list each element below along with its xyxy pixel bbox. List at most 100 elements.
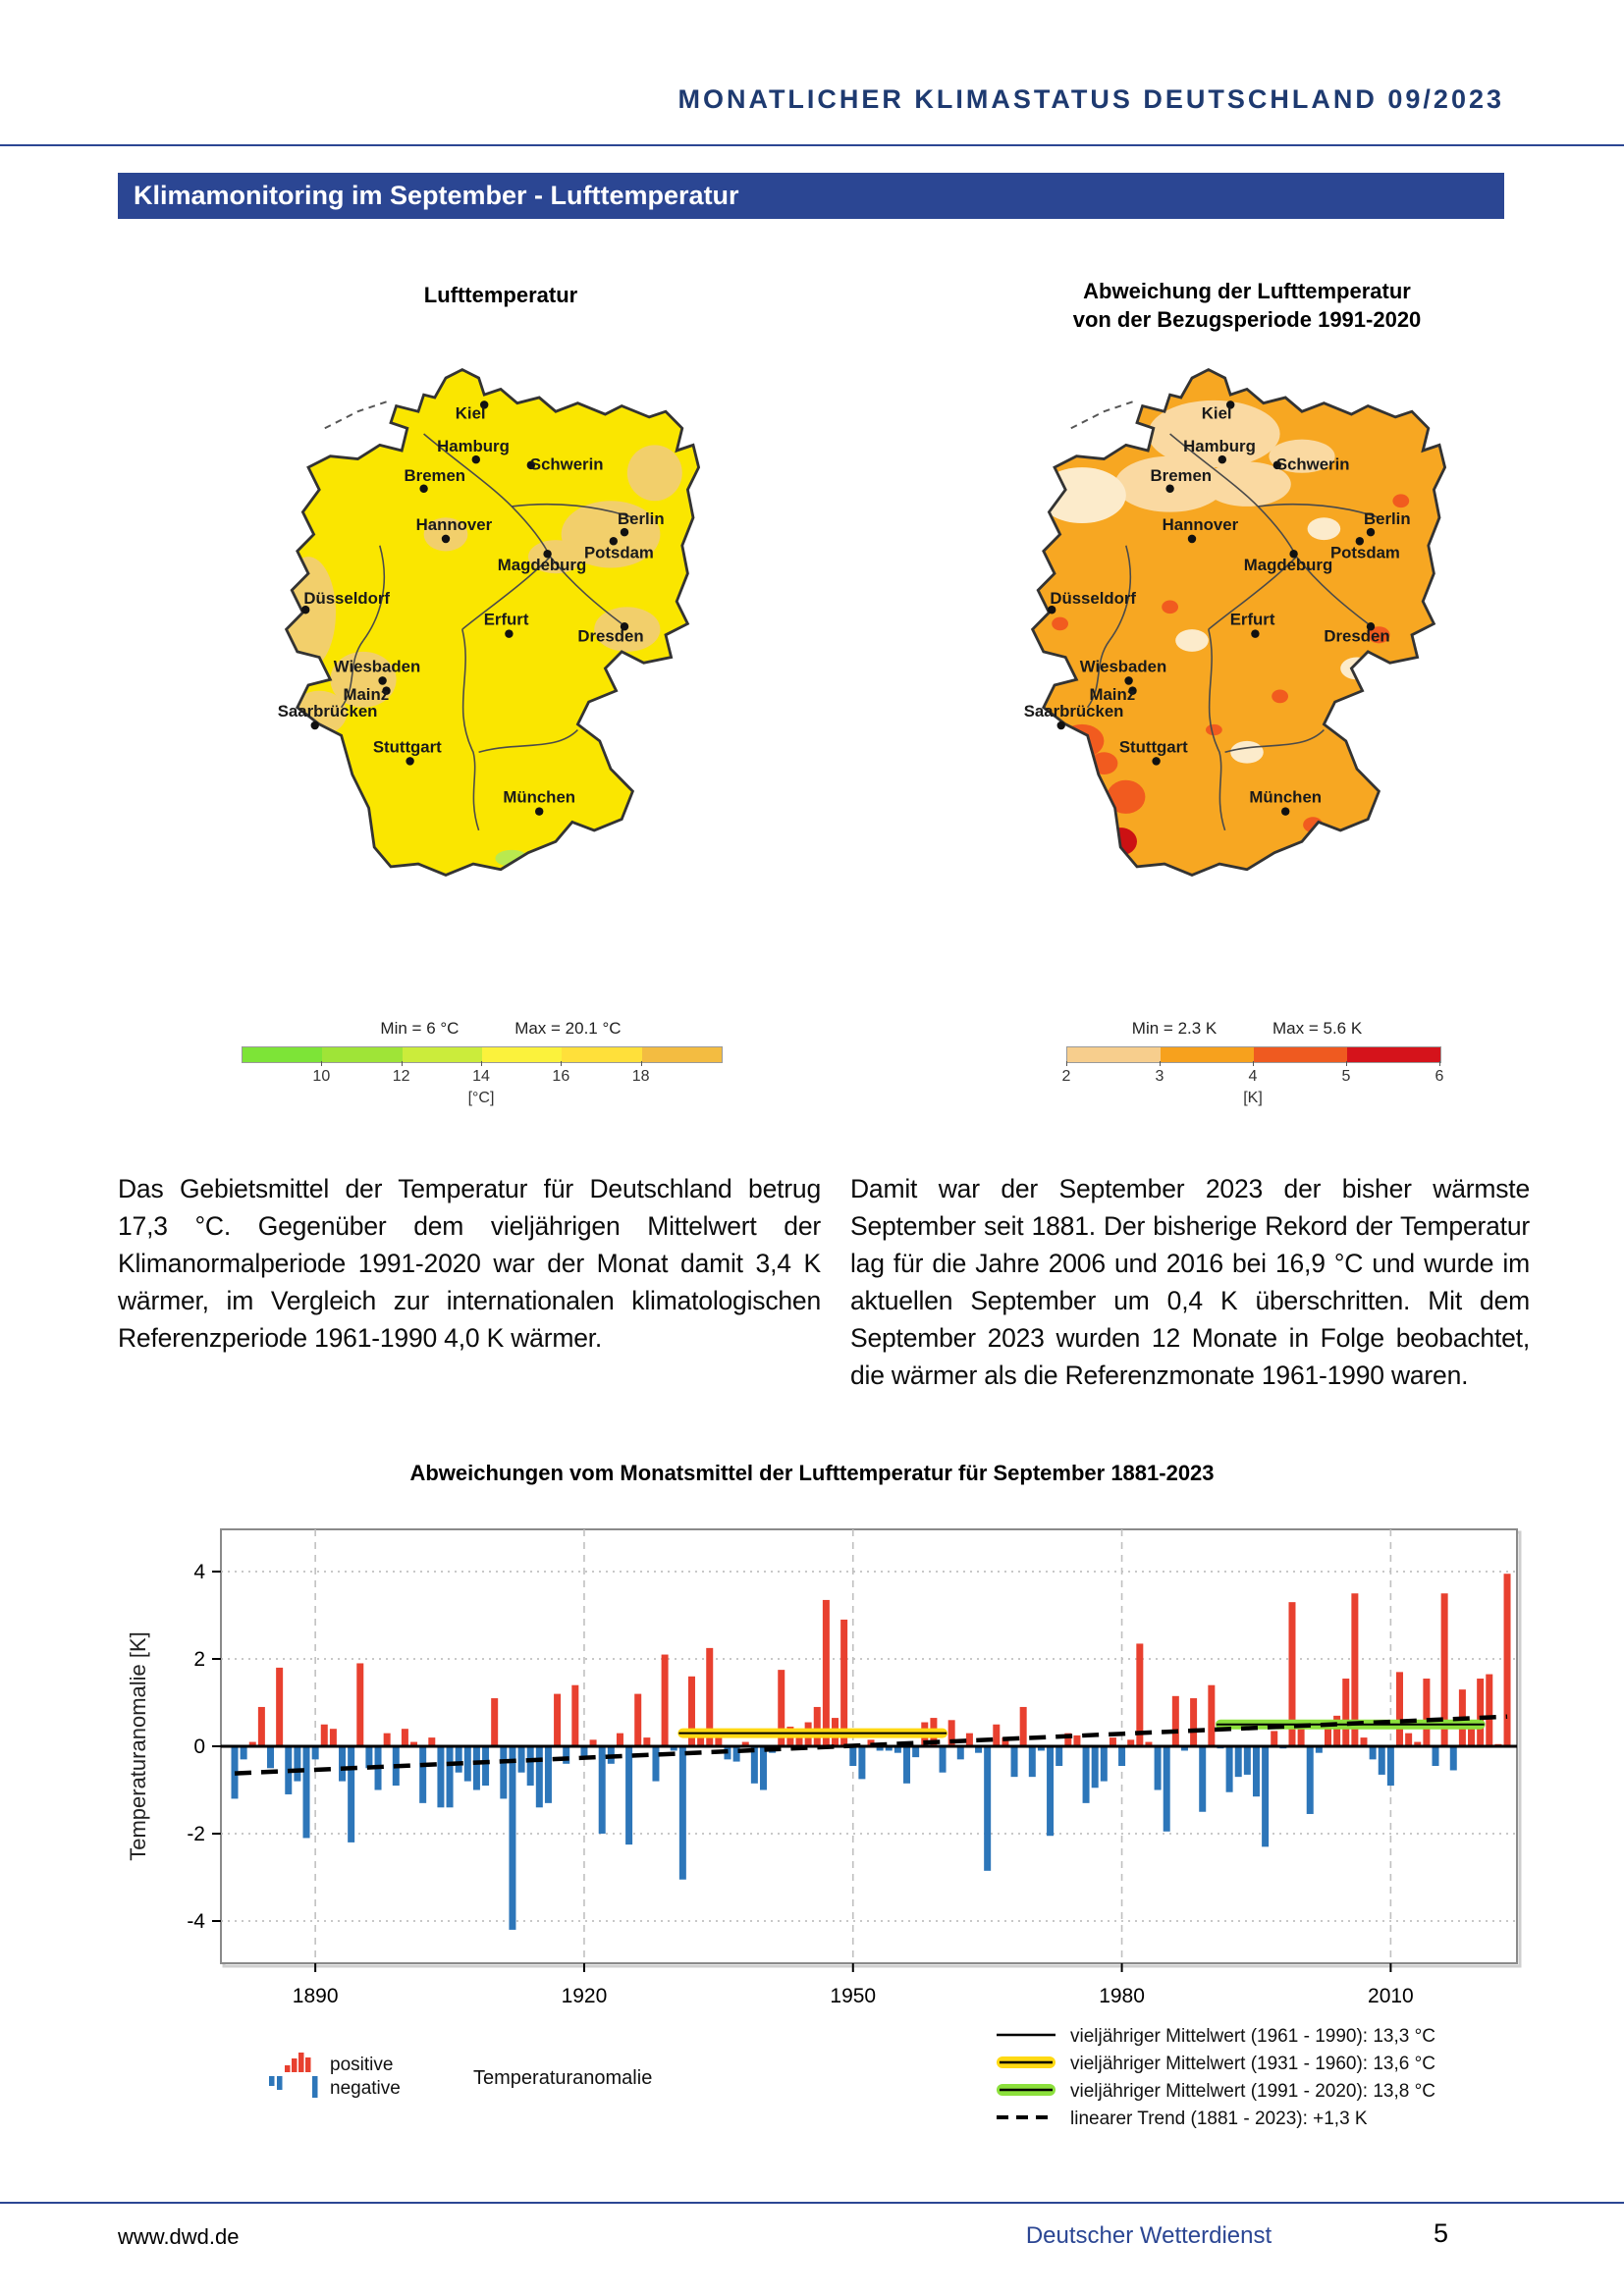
anomaly-bar [365,1746,373,1769]
colorbar-tick-label: 12 [392,1068,410,1085]
footer-org: Deutscher Wetterdienst [1025,2222,1272,2249]
anomaly-bar [1010,1746,1018,1778]
anomaly-bar [1351,1593,1359,1746]
city-dot [480,400,489,409]
legend-positive-label: positive [330,2055,393,2075]
anomaly-bar [1297,1722,1305,1746]
anomaly-bar [589,1739,597,1746]
anomaly-bar [535,1746,543,1808]
anomaly-bar [302,1746,310,1839]
anomaly-bar [1234,1746,1242,1778]
anomaly-bar [670,1746,677,1751]
anomaly-bar [1180,1746,1188,1751]
anomaly-bar [1100,1746,1108,1782]
state-border-line [461,556,551,630]
anomaly-bar [339,1746,347,1782]
legend-negative-label: negative [330,2078,401,2099]
germany-outline [284,367,701,877]
city-label: Berlin [1364,509,1411,528]
map-deviation-title-line2: von der Bezugsperiode 1991-2020 [1072,307,1422,332]
colorbar-tick [481,1061,482,1066]
x-tick-label: 2010 [1368,1985,1414,2007]
anomaly-bar [410,1741,418,1746]
city-dot [1289,550,1298,559]
anomaly-bar [446,1746,454,1808]
map-color-patch [626,445,682,502]
city-dot [1281,807,1290,816]
map-temperature: Kiel Hamburg Schwerin Bremen Berlin Hannover P… [226,361,776,1009]
city-label: Potsdam [1330,543,1400,561]
anomaly-bar [1333,1715,1341,1746]
map-color-patch [1148,400,1280,468]
colorbar-tick-label: 10 [312,1068,331,1085]
colorbar-segment [641,1047,722,1062]
city-dot [1124,676,1133,685]
city-label: Wiesbaden [334,657,420,675]
anomaly-bar [500,1746,508,1799]
y-axis-label: Temperaturanomalie [K] [126,1631,150,1861]
y-tick-label: 0 [193,1735,205,1758]
colorbar-tick [1346,1061,1347,1066]
city-label: Saarbrücken [1024,702,1124,721]
city-dot [620,621,629,631]
anomaly-bar [580,1746,588,1760]
city-dot [543,550,552,559]
colorbar-tick [401,1061,403,1066]
anomaly-bar [643,1737,651,1746]
map-color-patch [1203,461,1291,507]
map-color-patch [1307,517,1341,541]
anomaly-bar [1037,1746,1045,1751]
anomaly-bar [1047,1746,1055,1837]
city-dot [1056,721,1065,730]
colorbar-tick-label: 4 [1248,1068,1258,1085]
map-color-patch [561,501,661,568]
anomaly-bar [625,1746,633,1845]
city-dot [382,686,391,695]
anomaly-bar [544,1746,552,1803]
map-right-svg: Kiel Hamburg Schwerin Bremen Berlin Hannover P… [1024,367,1447,877]
anomaly-bar [697,1737,705,1746]
city-label: Dresden [1324,627,1389,646]
city-label: Düsseldorf [303,589,390,608]
state-border-line [549,556,623,625]
germany-outline [1030,367,1447,877]
city-dot [1366,621,1376,631]
anomaly-bar [437,1746,445,1808]
city-label: Kiel [1202,403,1232,422]
colorbar-segment [402,1047,482,1062]
anomaly-bar [778,1670,785,1746]
anomaly-bar [1468,1722,1476,1746]
anomaly-bar [1440,1593,1448,1746]
anomaly-bar [1109,1737,1116,1746]
colorbar-temperature: 10 12 14 16 18 [°C] [242,1046,723,1115]
colorbar-tick [640,1061,642,1066]
anomaly-bar [1064,1733,1072,1746]
colorbar-deviation: 2 3 4 5 6 [K] [1062,1046,1443,1115]
anomaly-bar [1171,1695,1179,1746]
city-dot [505,629,514,638]
anomaly-bar [741,1741,749,1746]
city-label: Bremen [405,466,466,485]
anomaly-bar [840,1619,848,1746]
city-label: Stuttgart [1119,737,1188,756]
city-dot [301,605,310,614]
state-border-line [1224,728,1325,754]
colorbar-segment [562,1047,642,1062]
anomaly-bar [1386,1746,1394,1787]
colorbar-gradient [242,1046,723,1063]
map-color-patch [1059,723,1105,758]
anomaly-bar [320,1724,328,1746]
anomaly-bar [1163,1746,1170,1832]
section-banner: Klimamonitoring im September - Lufttempe… [118,173,1504,219]
colorbar-segment [243,1047,323,1062]
city-label: Wiesbaden [1080,657,1166,675]
anomaly-bar [965,1733,973,1746]
anomaly-bar [1432,1746,1439,1767]
city-label: Schwerin [530,454,604,473]
city-dot [526,460,535,470]
city-label: Hamburg [1183,437,1256,455]
map-color-patch [1269,439,1335,473]
y-tick-label: -4 [187,1910,205,1933]
city-dot [1218,454,1226,464]
anomaly-bar [715,1737,723,1746]
